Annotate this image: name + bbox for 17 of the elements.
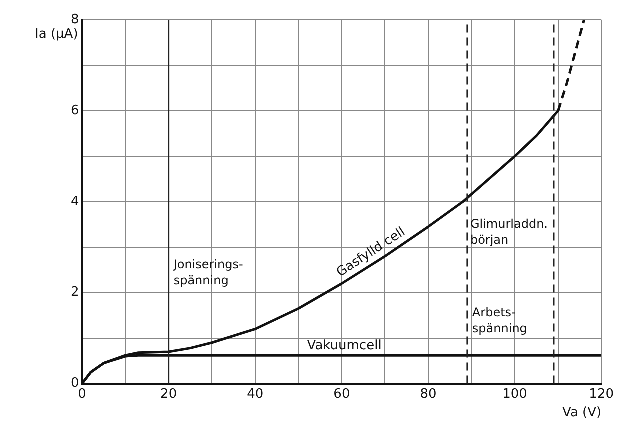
x-axis-title: Va (V) — [562, 406, 602, 421]
x-tick-label: 80 — [420, 386, 437, 402]
y-tick-label: 6 — [70, 103, 80, 118]
x-tick-label: 120 — [589, 386, 614, 402]
series-label: Vakuumcell — [307, 338, 382, 354]
x-tick-label: 60 — [334, 386, 350, 402]
ref-line-label: Joniserings- spänning — [172, 258, 244, 288]
y-axis-title: Ia (µA) — [35, 26, 78, 42]
y-tick-label: 0 — [70, 376, 80, 392]
ref-line-label: Arbets- spänning — [472, 305, 528, 336]
ref-line-label: Glimurladdn. början — [470, 216, 548, 247]
x-tick-label: 40 — [247, 386, 264, 402]
y-tick-label: 8 — [70, 12, 80, 28]
y-tick-label: 4 — [70, 194, 80, 210]
x-tick-label: 20 — [160, 386, 178, 402]
y-tick-label: 2 — [70, 285, 80, 300]
x-tick-label: 100 — [502, 386, 528, 402]
